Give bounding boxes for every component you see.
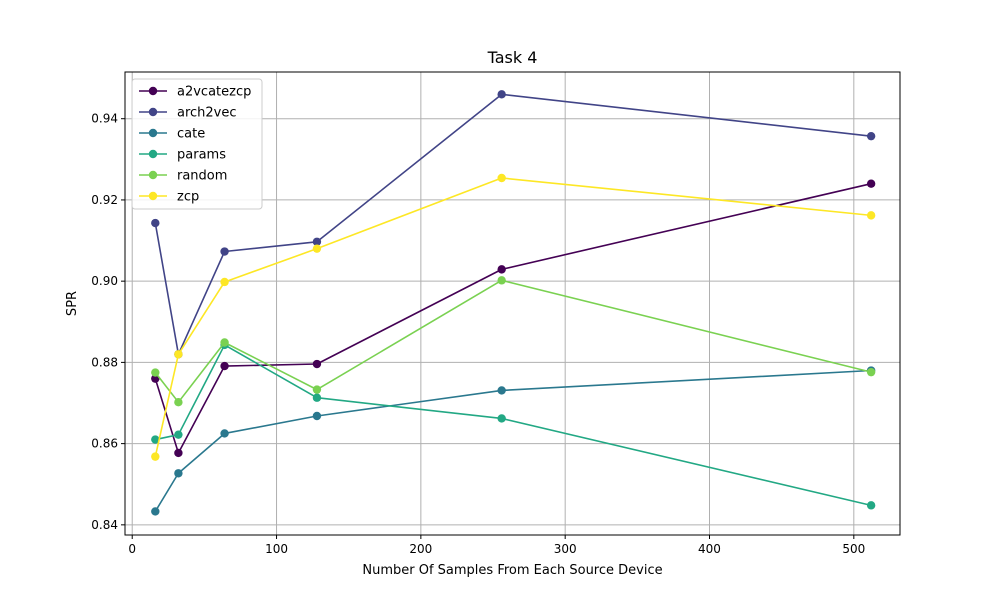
data-point-a2vcatezcp: [312, 359, 322, 369]
x-tick-label: 0: [128, 542, 136, 556]
data-point-arch2vec: [312, 237, 322, 246]
y-tick-label: 0.86: [91, 437, 118, 451]
data-point-a2vcatezcp: [497, 265, 506, 274]
legend-item-random: random: [139, 169, 227, 184]
data-point-zcp: [174, 350, 183, 359]
y-tick-label: 0.92: [91, 193, 118, 207]
x-tick-label: 300: [554, 542, 577, 556]
legend-swatch-marker: [148, 191, 158, 201]
y-tick-label: 0.84: [91, 518, 118, 532]
series-line-random: [154, 279, 872, 403]
x-tick-label: 400: [698, 542, 721, 556]
data-point-random: [497, 276, 506, 285]
y-tick-label: 0.88: [91, 355, 118, 369]
data-point-params: [497, 414, 506, 423]
series-cate: [151, 366, 876, 516]
data-point-params: [312, 393, 322, 402]
data-point-cate: [497, 386, 506, 395]
legend-swatch-marker: [148, 128, 158, 138]
data-point-cate: [174, 469, 183, 478]
y-tick-label: 0.94: [91, 112, 118, 126]
legend-swatch-marker: [148, 86, 158, 96]
legend-item-arch2vec: arch2vec: [139, 106, 237, 121]
series-line-zcp: [154, 177, 872, 457]
x-tick-label: 500: [842, 542, 865, 556]
legend-item-params: params: [139, 148, 226, 163]
data-point-cate: [151, 507, 160, 516]
data-point-random: [220, 338, 229, 347]
series-layer: [151, 90, 876, 516]
data-point-arch2vec: [866, 131, 876, 141]
data-point-random: [866, 367, 876, 377]
series-line-cate: [154, 369, 872, 512]
data-point-arch2vec: [151, 218, 160, 228]
data-point-params: [174, 430, 183, 439]
legend-item-a2vcatezcp: a2vcatezcp: [139, 85, 251, 100]
data-point-zcp: [866, 211, 876, 220]
series-zcp: [151, 173, 876, 461]
legend: a2vcatezcp arch2vec cate params random zcp: [131, 78, 263, 210]
legend-item-cate: cate: [139, 127, 205, 142]
data-point-a2vcatezcp: [866, 179, 876, 188]
series-params: [151, 340, 876, 510]
chart-title: Task 4: [487, 48, 538, 67]
legend-swatch-marker: [148, 149, 158, 159]
x-axis-label: Number Of Samples From Each Source Devic…: [362, 563, 662, 578]
legend-label: zcp: [177, 190, 199, 205]
x-tick-label: 200: [409, 542, 432, 556]
y-tick-label: 0.90: [91, 274, 118, 288]
series-random: [151, 276, 876, 407]
data-point-cate: [220, 429, 229, 438]
data-point-params: [151, 435, 160, 444]
axis-ticks: 0 100 200 300 400 500 0.84 0.86 0.88 0.90 0.92 0.94: [91, 112, 865, 556]
data-point-params: [866, 501, 876, 510]
data-point-random: [151, 368, 160, 377]
x-tick-label: 100: [265, 542, 288, 556]
legend-label: cate: [177, 127, 205, 142]
data-point-a2vcatezcp: [220, 361, 229, 371]
series-line-a2vcatezcp: [154, 182, 872, 454]
series-a2vcatezcp: [151, 179, 876, 458]
series-line-arch2vec: [154, 93, 872, 356]
data-point-zcp: [312, 244, 322, 253]
legend-label: arch2vec: [177, 106, 237, 121]
data-point-zcp: [220, 277, 229, 287]
legend-swatch-marker: [148, 107, 158, 117]
data-point-a2vcatezcp: [151, 374, 160, 383]
data-point-arch2vec: [220, 247, 229, 256]
legend-label: params: [177, 148, 226, 163]
legend-label: random: [177, 169, 227, 184]
legend-item-zcp: zcp: [139, 190, 199, 205]
data-point-random: [312, 385, 322, 394]
legend-label: a2vcatezcp: [177, 85, 251, 100]
data-point-cate: [312, 411, 322, 421]
data-point-a2vcatezcp: [174, 448, 183, 458]
y-axis-label: SPR: [65, 291, 80, 316]
data-point-random: [174, 397, 183, 407]
data-point-zcp: [497, 173, 506, 183]
data-point-arch2vec: [497, 90, 506, 99]
legend-swatch-marker: [148, 170, 158, 180]
data-point-zcp: [151, 452, 160, 461]
plot-frame: [124, 71, 901, 536]
